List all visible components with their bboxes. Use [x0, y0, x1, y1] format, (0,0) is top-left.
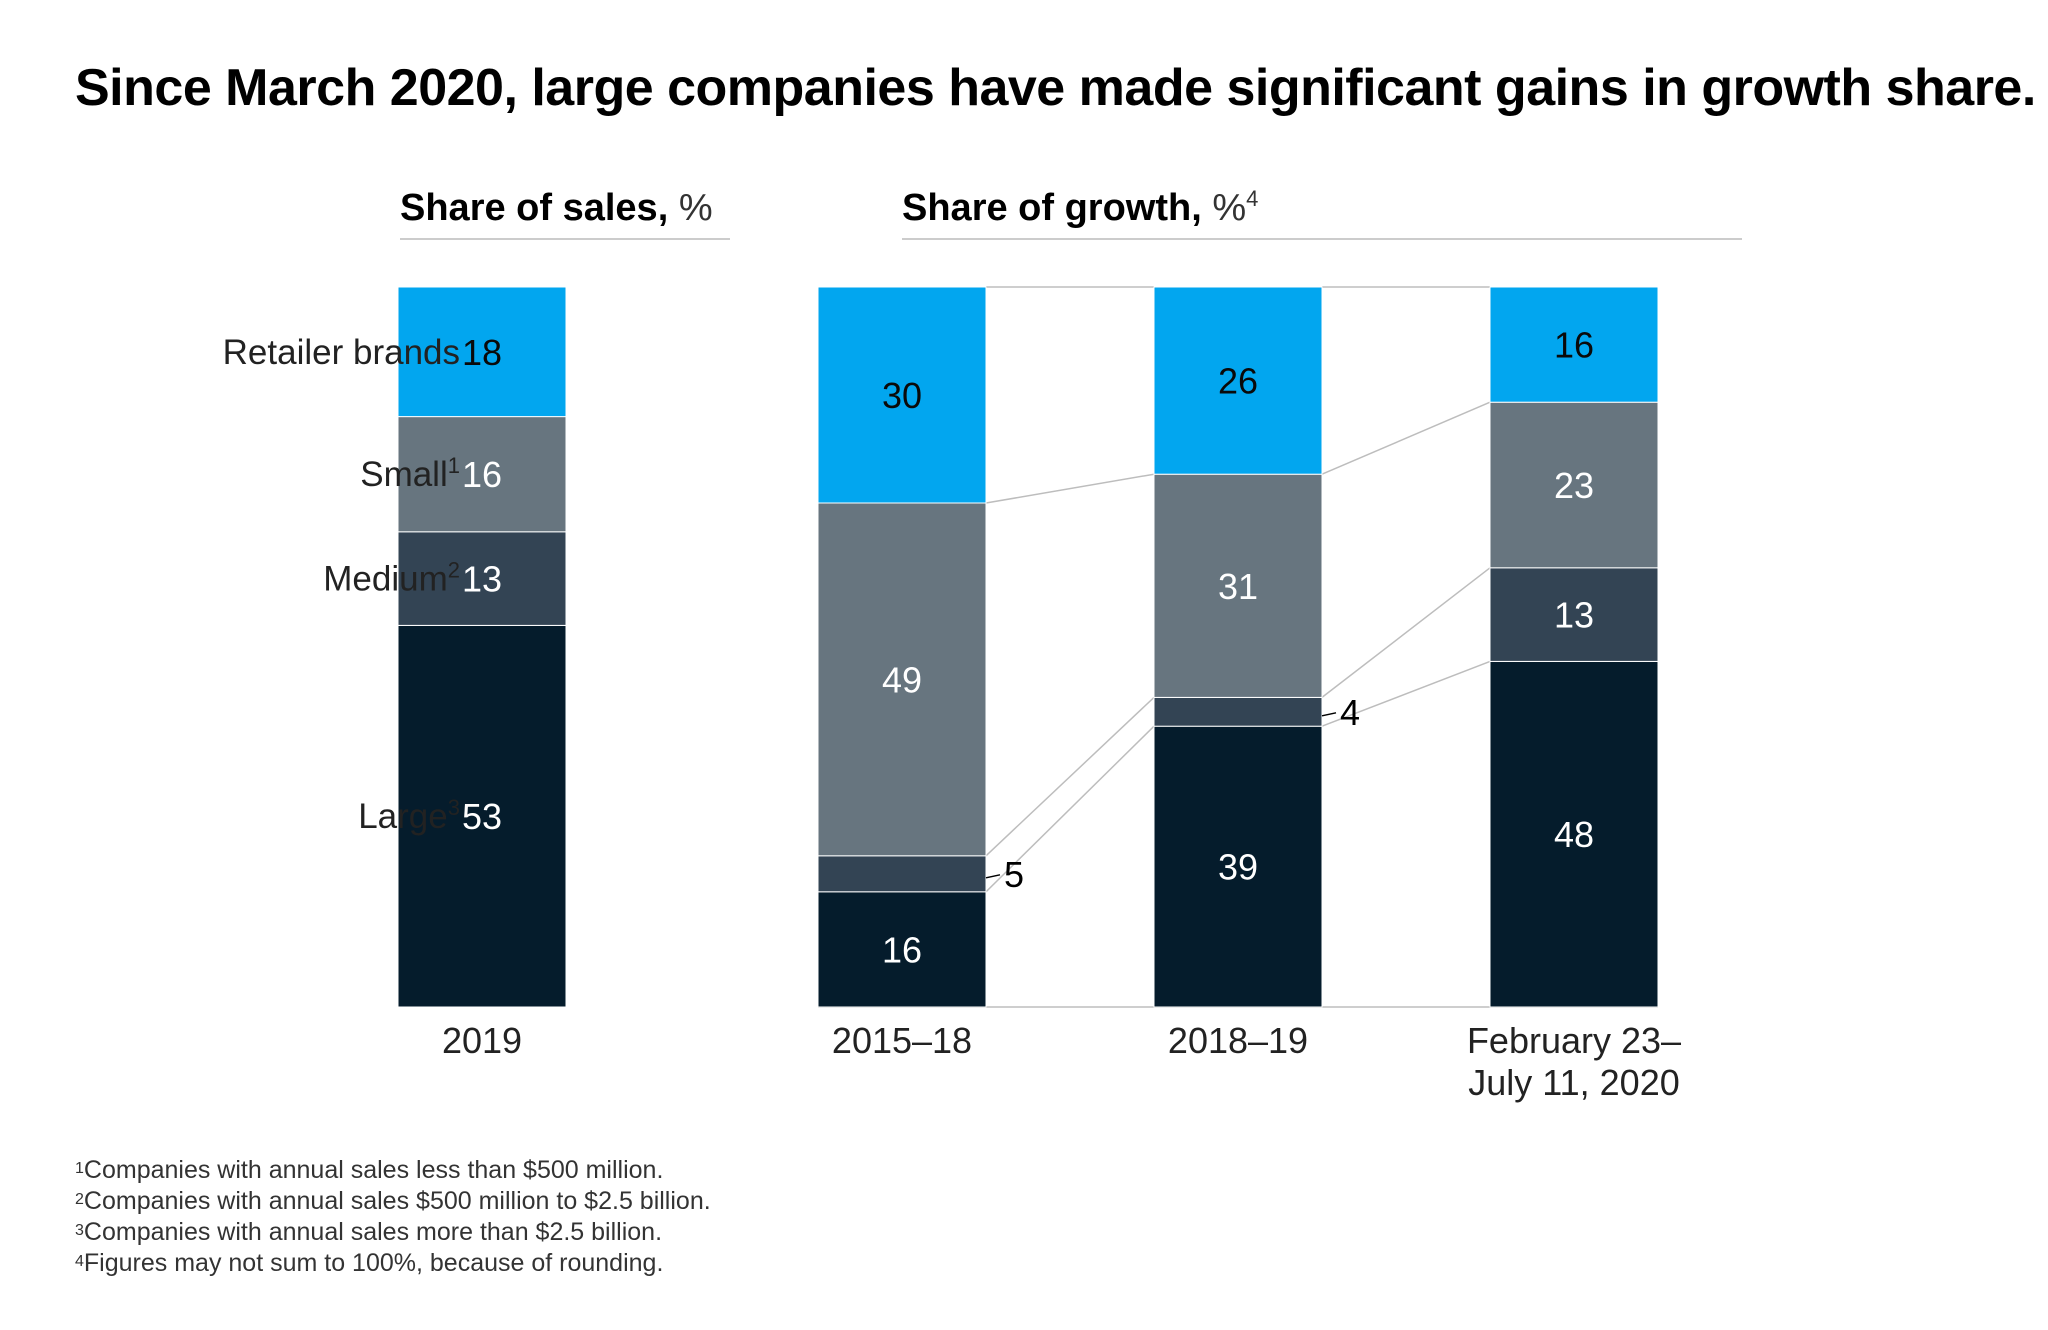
data-label: 30: [882, 375, 922, 416]
footnote: 2Companies with annual sales $500 millio…: [75, 1187, 711, 1215]
category-label: 2018–19: [1168, 1020, 1308, 1061]
data-label: 26: [1218, 361, 1258, 402]
footnote: 1Companies with annual sales less than $…: [75, 1156, 664, 1184]
data-label: 23: [1554, 465, 1594, 506]
bar-segment-retailer-brands: [1153, 286, 1323, 475]
data-label: 18: [462, 332, 502, 373]
connector-line: [985, 473, 1155, 504]
bar-segment-retailer-brands: [397, 286, 567, 418]
data-label: 4: [1340, 692, 1360, 733]
footnote: 4Figures may not sum to 100%, because of…: [75, 1249, 664, 1277]
connector-line: [1321, 567, 1491, 698]
data-label: 16: [462, 454, 502, 495]
data-label: 16: [1554, 325, 1594, 366]
series-label-medium: Medium2: [323, 558, 460, 599]
bar-segment-large: [1489, 660, 1659, 1008]
data-label-leader: [985, 874, 1001, 879]
footnote: 3Companies with annual sales more than $…: [75, 1218, 663, 1246]
data-label: 16: [882, 929, 922, 970]
chart-title: Since March 2020, large companies have m…: [75, 59, 2036, 117]
bar-segment-large: [817, 891, 987, 1008]
data-label: 49: [882, 659, 922, 700]
footnotes: 1Companies with annual sales less than $…: [75, 1155, 711, 1279]
data-label-leader: [1321, 712, 1337, 717]
data-label: 53: [462, 796, 502, 837]
connector-line: [1321, 401, 1491, 475]
panel-title: Share of growth, %4: [902, 186, 1258, 229]
bar-segment-small: [817, 502, 987, 857]
bar-segment-large: [1153, 725, 1323, 1008]
bar-segment-medium: [1489, 567, 1659, 662]
category-label: 2019: [442, 1020, 522, 1061]
data-label: 5: [1004, 854, 1024, 895]
bar-segment-medium: [817, 855, 987, 893]
category-label: February 23–: [1467, 1020, 1681, 1061]
bar-segment-medium: [1153, 696, 1323, 727]
bar-segment-retailer-brands: [1489, 286, 1659, 403]
data-label: 13: [1554, 595, 1594, 636]
connector-line: [985, 725, 1155, 893]
category-label: July 11, 2020: [1468, 1062, 1679, 1103]
data-label: 31: [1218, 566, 1258, 607]
bar-segment-retailer-brands: [817, 286, 987, 504]
panel-title: Share of sales, %: [400, 187, 713, 229]
data-label: 39: [1218, 847, 1258, 888]
series-label-small: Small1: [360, 453, 460, 494]
series-label-large: Large3: [358, 795, 460, 836]
category-label: 2015–18: [832, 1020, 972, 1061]
connector-line: [1321, 660, 1491, 727]
bar-segment-small: [1153, 473, 1323, 698]
bar-segment-small: [1489, 401, 1659, 569]
bar-segment-medium: [397, 531, 567, 626]
data-label: 13: [462, 559, 502, 600]
series-label-retailer-brands: Retailer brands: [223, 333, 460, 372]
connector-line: [985, 696, 1155, 857]
bar-segment-small: [397, 416, 567, 533]
data-label: 48: [1554, 814, 1594, 855]
